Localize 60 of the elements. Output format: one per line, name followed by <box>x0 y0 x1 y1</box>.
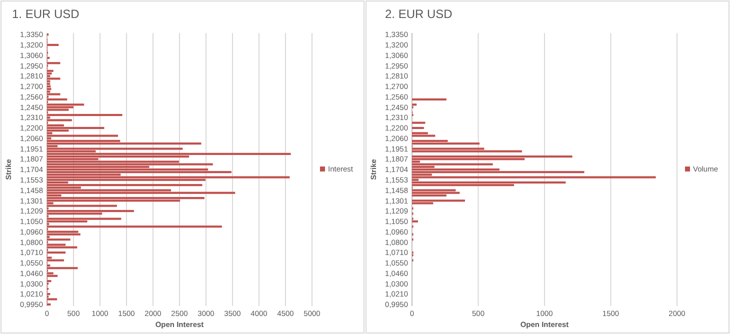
bar <box>47 184 202 186</box>
bar <box>412 220 418 222</box>
bar <box>47 204 117 207</box>
bar <box>47 152 291 155</box>
bar <box>47 293 50 296</box>
bar <box>412 126 424 130</box>
bar <box>47 88 52 90</box>
bar <box>47 104 84 106</box>
bar <box>47 148 183 150</box>
bar <box>47 44 59 46</box>
bar <box>412 181 566 184</box>
bar <box>47 163 213 166</box>
bar <box>412 122 426 124</box>
bar <box>412 200 465 202</box>
bar <box>47 126 104 130</box>
bar <box>47 70 54 72</box>
bar <box>47 218 122 220</box>
bar <box>47 252 66 254</box>
bar <box>47 280 52 282</box>
bar <box>47 230 78 233</box>
bar <box>47 259 64 262</box>
bar <box>47 176 290 178</box>
bar <box>47 238 70 241</box>
bar <box>47 72 52 75</box>
bar <box>47 298 58 300</box>
bar <box>47 267 78 270</box>
bar <box>412 98 446 100</box>
bar <box>412 104 417 106</box>
bar <box>412 163 493 166</box>
bar <box>47 114 122 116</box>
bar <box>47 192 236 194</box>
bar <box>412 150 522 152</box>
bar <box>47 303 51 306</box>
bar <box>47 56 50 59</box>
bar <box>47 93 60 96</box>
bar <box>47 98 68 100</box>
bar <box>47 82 50 85</box>
bar <box>47 246 78 248</box>
bar <box>47 62 60 64</box>
bar <box>47 233 80 236</box>
bar <box>412 176 656 178</box>
bar <box>412 171 584 174</box>
bar <box>412 142 480 145</box>
bar <box>47 226 222 228</box>
bar <box>47 142 202 145</box>
bar <box>47 119 72 122</box>
bar <box>47 171 232 174</box>
bar <box>47 274 58 277</box>
bar <box>412 155 572 158</box>
bar <box>47 272 54 274</box>
chart-title: 2. EUR USD <box>385 7 453 21</box>
bar <box>47 134 118 137</box>
bar <box>47 85 51 88</box>
bar <box>47 78 60 80</box>
chart-title: 1. EUR USD <box>12 7 80 21</box>
bar <box>47 210 134 212</box>
bar <box>412 189 456 192</box>
bar <box>412 134 436 137</box>
bar <box>47 197 204 200</box>
bar <box>412 192 460 194</box>
